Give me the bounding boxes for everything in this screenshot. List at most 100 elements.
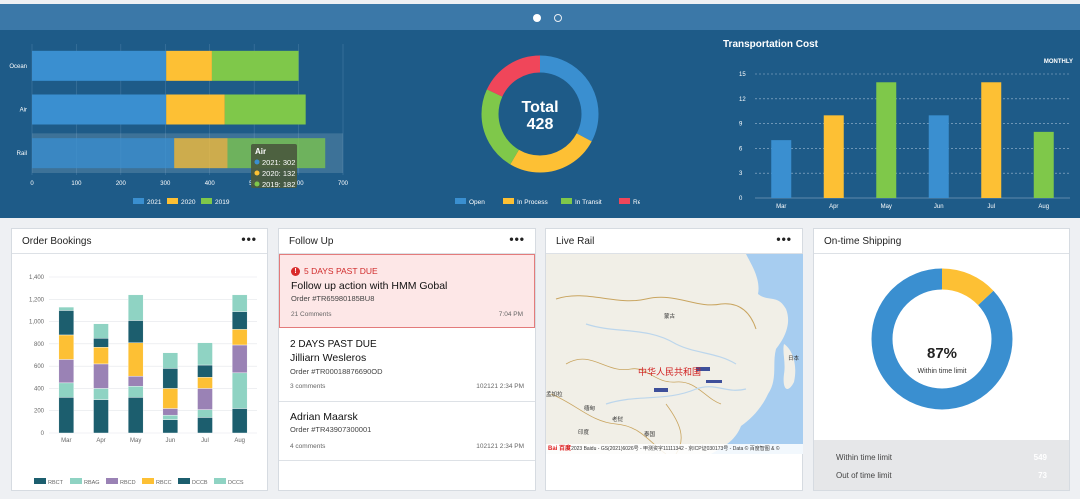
more-options-icon[interactable]: ••• bbox=[776, 232, 792, 246]
stacked-column-segment bbox=[58, 306, 75, 311]
tooltip-line: 2020: 132 bbox=[262, 169, 295, 178]
legend-swatch bbox=[619, 198, 630, 204]
item-time: 7:04 PM bbox=[498, 311, 523, 318]
cost-bar bbox=[876, 82, 897, 198]
legend-swatch bbox=[503, 198, 514, 204]
item-comments[interactable]: 4 comments bbox=[290, 443, 326, 450]
stacked-column-segment bbox=[127, 294, 144, 321]
item-order: Order #TR43907300001 bbox=[290, 425, 372, 434]
item-comments[interactable]: 21 Comments bbox=[291, 311, 332, 318]
cost-bar bbox=[823, 115, 844, 198]
chart-tooltip: Air 2021: 302 2020: 132 2019: 182 bbox=[251, 144, 297, 189]
legend-label: 2020 bbox=[181, 199, 196, 206]
stacked-column-segment bbox=[197, 409, 213, 418]
stacked-column-segment bbox=[231, 344, 248, 374]
y-tick-label: 0 bbox=[739, 196, 743, 202]
stacked-column-segment bbox=[93, 338, 109, 348]
donut-center-title: Total bbox=[521, 99, 558, 116]
bar-segment bbox=[166, 50, 212, 81]
category-label: Air bbox=[20, 108, 27, 114]
item-time: 102121 2:34 PM bbox=[476, 443, 524, 450]
order-bookings-panel: Order Bookings ••• 0 200 400 600 800 1,000 1,2… bbox=[11, 228, 268, 491]
legend-label: Received bbox=[633, 199, 640, 206]
on-time-percent: 87% bbox=[927, 345, 957, 362]
carousel-dot-2[interactable] bbox=[554, 14, 562, 22]
carousel-dot-1[interactable] bbox=[533, 14, 541, 22]
panel-title: Live Rail bbox=[556, 236, 595, 247]
legend-swatch bbox=[142, 478, 154, 484]
on-time-shipping-panel: On-time Shipping 87% Within time limit W… bbox=[813, 228, 1070, 491]
order-bookings-chart: 0 200 400 600 800 1,000 1,200 1,400 Mar Apr May Ju… bbox=[29, 275, 257, 486]
stacked-column-segment bbox=[93, 363, 109, 389]
stacked-column-segment bbox=[231, 372, 248, 409]
status-donut-chart: Total 428 Open In Process In Transit Receiv… bbox=[455, 55, 640, 206]
x-tick-label: Mar bbox=[776, 204, 786, 210]
x-tick-label: 700 bbox=[338, 181, 349, 187]
y-tick-label: 1,000 bbox=[29, 320, 45, 326]
status-text: 2 DAYS PAST DUE bbox=[290, 339, 377, 350]
x-tick-label: 600 bbox=[294, 181, 305, 187]
y-tick-label: 800 bbox=[34, 342, 45, 348]
y-tick-label: 1,400 bbox=[29, 275, 45, 281]
on-time-subtitle: Within time limit bbox=[917, 368, 966, 375]
x-tick-label: Apr bbox=[96, 438, 105, 444]
panel-header: Follow Up ••• bbox=[279, 229, 535, 254]
legend-swatch bbox=[133, 198, 144, 204]
stacked-column-segment bbox=[231, 294, 248, 312]
follow-up-panel: Follow Up ••• ! 5 DAYS PAST DUE Follow u… bbox=[278, 228, 536, 491]
stacked-column-segment bbox=[197, 364, 213, 378]
legend-value: 549 bbox=[1033, 453, 1047, 462]
map-place-label: 日本 bbox=[788, 356, 800, 362]
rail-map[interactable]: 中华人民共和国 蒙古 日本 孟加拉 缅甸 印度 老挝 泰国 © 2023 Bai… bbox=[546, 254, 803, 454]
legend-swatch bbox=[214, 478, 226, 484]
stacked-column-segment bbox=[231, 311, 248, 330]
x-tick-label: 400 bbox=[205, 181, 216, 187]
y-tick-label: 0 bbox=[41, 431, 45, 437]
legend-swatch bbox=[167, 198, 178, 204]
stacked-column-segment bbox=[162, 352, 179, 369]
panel-title: Follow Up bbox=[289, 236, 334, 247]
y-tick-label: 6 bbox=[739, 146, 743, 152]
panel-title: Order Bookings bbox=[22, 236, 92, 247]
stacked-column-segment bbox=[93, 346, 109, 365]
item-order: Order #TR65980185BU8 bbox=[291, 294, 375, 303]
follow-up-item[interactable]: Adrian Maarsk Order #TR43907300001 4 com… bbox=[279, 403, 535, 461]
legend-label: RBCT bbox=[48, 480, 64, 486]
follow-up-item[interactable]: ! 5 DAYS PAST DUE Follow up action with … bbox=[279, 254, 535, 328]
stacked-column-segment bbox=[58, 397, 75, 434]
more-options-icon[interactable]: ••• bbox=[509, 232, 525, 246]
stacked-column-segment bbox=[58, 382, 75, 398]
stacked-column-segment bbox=[58, 310, 75, 336]
y-tick-label: 200 bbox=[34, 409, 45, 415]
map-place-label: 泰国 bbox=[644, 432, 656, 438]
alert-icon: ! bbox=[291, 266, 300, 276]
status-text: 5 DAYS PAST DUE bbox=[304, 266, 378, 276]
map-place-label: 印度 bbox=[578, 430, 590, 436]
legend-row: Within time limit 549 bbox=[836, 453, 1047, 462]
map-canvas bbox=[546, 254, 803, 454]
x-tick-label: 0 bbox=[30, 181, 34, 187]
category-label: Rail bbox=[17, 151, 27, 157]
legend-swatch bbox=[561, 198, 572, 204]
more-options-icon[interactable]: ••• bbox=[241, 232, 257, 246]
x-tick-label: 300 bbox=[160, 181, 171, 187]
item-comments[interactable]: 3 comments bbox=[290, 383, 326, 390]
legend-label: RBAG bbox=[84, 480, 100, 486]
legend-value: 73 bbox=[1038, 471, 1047, 480]
stacked-column-segment bbox=[127, 385, 144, 398]
panel-title: On-time Shipping bbox=[824, 236, 902, 247]
period-label: MONTHLY bbox=[1044, 59, 1073, 65]
legend-label: DCCS bbox=[228, 480, 244, 486]
baidu-logo: Bai 百度 bbox=[548, 446, 572, 452]
chart-title: Transportation Cost bbox=[723, 39, 819, 50]
legend-swatch bbox=[455, 198, 466, 204]
legend-swatch bbox=[34, 478, 46, 484]
follow-up-item[interactable]: 2 DAYS PAST DUE Jilliarn Wesleros Order … bbox=[279, 329, 535, 402]
legend-swatch bbox=[70, 478, 82, 484]
legend-label: Within time limit bbox=[836, 453, 893, 462]
stacked-column-segment bbox=[127, 320, 144, 343]
stacked-column-segment bbox=[93, 399, 109, 434]
map-place-label: 蒙古 bbox=[664, 314, 676, 320]
legend-label: Open bbox=[469, 199, 485, 206]
